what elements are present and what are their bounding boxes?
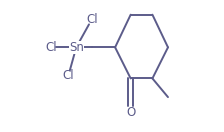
Text: Cl: Cl — [86, 13, 98, 26]
Text: Sn: Sn — [69, 41, 84, 54]
Text: Cl: Cl — [63, 69, 74, 82]
Text: O: O — [126, 106, 135, 119]
Text: Cl: Cl — [45, 41, 57, 54]
